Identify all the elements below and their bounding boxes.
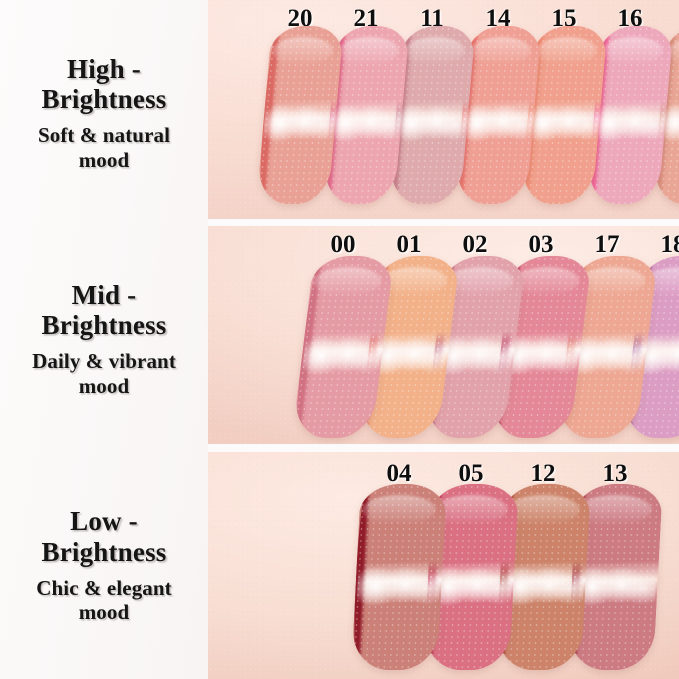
section-subtitle-high: Soft & natural mood bbox=[37, 123, 171, 172]
shade-code-label: 11 bbox=[420, 5, 444, 32]
swatch-gloss-highlight bbox=[262, 104, 336, 144]
swatch-gloss-highlight bbox=[592, 104, 666, 144]
shade-code-label: 18 bbox=[660, 231, 679, 258]
shade-code-label: 04 bbox=[386, 460, 412, 487]
swatch-panel-low: 04 05 12 13 bbox=[208, 452, 679, 679]
section-title-low: Low - Brightness bbox=[41, 506, 167, 567]
swatch-gloss-highlight bbox=[394, 104, 468, 144]
section-subtitle-low: Chic & elegant mood bbox=[36, 575, 172, 625]
swatch-gloss-highlight bbox=[301, 336, 383, 377]
swatch-gloss-highlight bbox=[460, 104, 534, 144]
section-title-mid: Mid - Brightness bbox=[41, 279, 167, 341]
section-subtitle-mid: Daily & vibrant mood bbox=[32, 349, 176, 398]
shade-code-label: 03 bbox=[528, 231, 554, 258]
caption-high-brightness: High - Brightness Soft & natural mood bbox=[0, 0, 208, 226]
caption-low-brightness: Low - Brightness Chic & elegant mood bbox=[0, 452, 208, 679]
swatch-gloss-highlight bbox=[526, 104, 600, 144]
caption-column: High - Brightness Soft & natural mood Mi… bbox=[0, 0, 208, 679]
shade-code-label: 17 bbox=[594, 231, 620, 258]
swatch-panel-high: 20211114151619 bbox=[208, 0, 679, 219]
caption-mid-brightness: Mid - Brightness Daily & vibrant mood bbox=[0, 226, 208, 452]
shade-code-label: 05 bbox=[458, 460, 484, 487]
shade-label-row-low: 04 05 12 13 bbox=[208, 452, 679, 492]
shade-code-label: 00 bbox=[330, 231, 356, 258]
shade-label-row-mid: 00 01 02 03 17 18 bbox=[208, 226, 679, 266]
shade-code-label: 01 bbox=[396, 231, 422, 258]
lip-swatch bbox=[351, 484, 447, 670]
shade-code-label: 13 bbox=[602, 460, 628, 487]
swatch-panel-mid: 00 01 02 03 17 18 bbox=[208, 226, 679, 444]
shade-code-label: 02 bbox=[462, 231, 488, 258]
swatch-gloss-highlight bbox=[356, 565, 441, 607]
shade-code-label: 12 bbox=[530, 460, 556, 487]
swatch-gloss-highlight bbox=[328, 104, 402, 144]
section-title-high: High - Brightness bbox=[41, 53, 167, 115]
